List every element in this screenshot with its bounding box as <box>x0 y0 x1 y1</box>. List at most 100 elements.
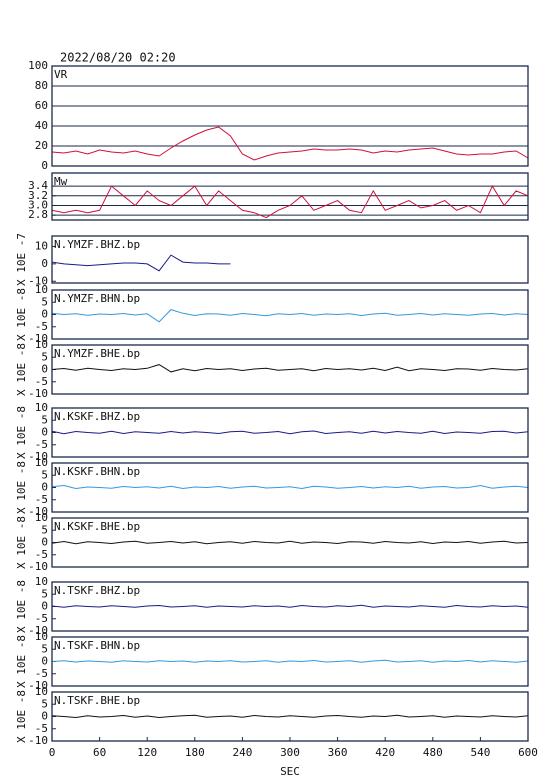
panel-frame <box>51 235 529 284</box>
y-tick-label: 5 <box>41 587 48 600</box>
y-tick-label: 10 <box>35 338 48 351</box>
x-tick-label: 480 <box>423 746 443 759</box>
y-tick-label: 2.8 <box>28 208 48 221</box>
unit-label: X 10E -8 <box>15 406 28 459</box>
unit-label: X 10E -8 <box>15 343 28 396</box>
unit-label: X 10E -8 <box>15 288 28 341</box>
unit-label: X 10E -7 <box>15 233 28 286</box>
panel-frame <box>51 636 529 687</box>
y-tick-label: 0 <box>41 363 48 376</box>
y-tick-label: 5 <box>41 523 48 536</box>
y-tick-label: -5 <box>35 548 48 561</box>
y-tick-label: 5 <box>41 642 48 655</box>
y-tick-label: 10 <box>35 685 48 698</box>
y-tick-label: 5 <box>41 697 48 710</box>
series-label: N.TSKF.BHN.bp <box>54 639 140 652</box>
y-tick-label: -10 <box>28 679 48 692</box>
y-tick-label: -10 <box>28 274 48 287</box>
y-tick-label: 0 <box>41 257 48 270</box>
y-tick-label: -5 <box>35 438 48 451</box>
panel-frame <box>51 65 529 167</box>
data-line <box>51 484 529 490</box>
data-line <box>51 364 529 373</box>
series-label: Mw <box>54 175 68 188</box>
x-tick-label: 540 <box>470 746 490 759</box>
y-tick-label: -10 <box>28 560 48 573</box>
y-tick-label: 10 <box>35 239 48 252</box>
y-tick-label: 5 <box>41 295 48 308</box>
x-tick-label: 120 <box>137 746 157 759</box>
x-tick-label: 420 <box>375 746 395 759</box>
y-tick-label: -10 <box>28 332 48 345</box>
data-line <box>51 309 529 323</box>
y-tick-label: 0 <box>41 481 48 494</box>
data-line <box>51 659 529 663</box>
data-line <box>51 714 529 719</box>
chart-title: 2022/08/20 02:20 <box>60 51 176 65</box>
y-tick-label: 3.0 <box>28 198 48 211</box>
panel-frame <box>51 581 529 632</box>
y-tick-label: 10 <box>35 511 48 524</box>
panel-frame <box>51 462 529 513</box>
series-label: VR <box>54 68 68 81</box>
y-tick-label: -10 <box>28 505 48 518</box>
y-tick-label: 10 <box>35 630 48 643</box>
x-axis-label: SEC <box>280 765 300 778</box>
y-tick-label: 0 <box>41 308 48 321</box>
y-tick-label: 10 <box>35 401 48 414</box>
data-line <box>51 254 231 272</box>
y-tick-label: 20 <box>35 139 48 152</box>
series-label: N.YMZF.BHZ.bp <box>54 238 140 251</box>
y-tick-label: -5 <box>35 722 48 735</box>
panel-frame <box>51 289 529 340</box>
x-tick-label: 600 <box>518 746 538 759</box>
data-line <box>51 540 529 545</box>
series-label: N.YMZF.BHE.bp <box>54 347 140 360</box>
x-tick-label: 0 <box>49 746 56 759</box>
data-line <box>51 126 529 161</box>
unit-label: X 10E -8 <box>15 516 28 569</box>
y-tick-label: 0 <box>41 710 48 723</box>
y-tick-label: -5 <box>35 612 48 625</box>
y-tick-label: 3.2 <box>28 189 48 202</box>
series-label: N.YMZF.BHN.bp <box>54 292 140 305</box>
y-tick-label: -10 <box>28 624 48 637</box>
series-label: N.KSKF.BHE.bp <box>54 520 140 533</box>
x-tick-label: 240 <box>232 746 252 759</box>
y-tick-label: 10 <box>35 575 48 588</box>
x-tick-label: 360 <box>328 746 348 759</box>
y-tick-label: 0 <box>41 426 48 439</box>
series-label: N.KSKF.BHZ.bp <box>54 410 140 423</box>
y-tick-label: 0 <box>41 159 48 172</box>
unit-label: X 10E -8 <box>15 580 28 633</box>
y-tick-label: 80 <box>35 79 48 92</box>
data-line <box>51 185 529 219</box>
panel-frame <box>51 517 529 568</box>
unit-label: X 10E -8 <box>15 690 28 743</box>
panel-frame <box>51 407 529 458</box>
y-tick-label: 40 <box>35 119 48 132</box>
unit-label: X 10E -8 <box>15 461 28 514</box>
panel-frame <box>51 172 529 221</box>
y-tick-label: 100 <box>28 59 48 72</box>
y-tick-label: 0 <box>41 536 48 549</box>
x-tick-label: 300 <box>280 746 300 759</box>
x-tick-label: 180 <box>185 746 205 759</box>
unit-label: X 10E -8 <box>15 635 28 688</box>
y-tick-label: -5 <box>35 493 48 506</box>
y-tick-label: 0 <box>41 655 48 668</box>
y-tick-label: -10 <box>28 734 48 747</box>
y-tick-label: 0 <box>41 600 48 613</box>
series-label: N.TSKF.BHE.bp <box>54 694 140 707</box>
y-tick-label: 10 <box>35 283 48 296</box>
series-label: N.TSKF.BHZ.bp <box>54 584 140 597</box>
y-tick-label: -10 <box>28 450 48 463</box>
y-tick-label: 5 <box>41 413 48 426</box>
y-tick-label: -5 <box>35 320 48 333</box>
y-tick-label: -5 <box>35 375 48 388</box>
y-tick-label: 60 <box>35 99 48 112</box>
panel-frame <box>51 344 529 395</box>
y-tick-label: 10 <box>35 456 48 469</box>
x-tick-label: 60 <box>93 746 106 759</box>
